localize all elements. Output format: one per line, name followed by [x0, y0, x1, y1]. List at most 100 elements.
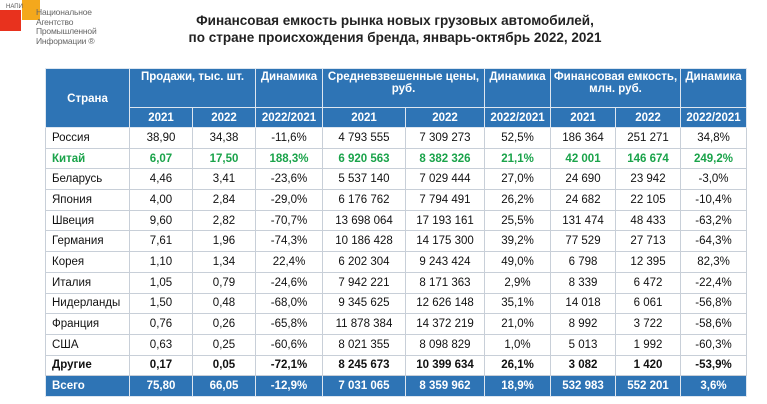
header-ratio: 2022/2021 — [484, 107, 552, 128]
value-cell: 0,25 — [192, 333, 256, 356]
value-cell: 21,1% — [484, 147, 552, 170]
value-cell: 8 382 326 — [404, 147, 486, 170]
value-cell: -23,6% — [255, 168, 323, 191]
value-cell: 24 690 — [550, 168, 617, 191]
title-line-2: по стране происхождения бренда, январь-о… — [188, 30, 602, 45]
value-cell: 6 176 762 — [322, 189, 406, 211]
value-cell: 1,50 — [129, 292, 193, 315]
value-cell: 8 359 962 — [404, 375, 486, 397]
value-cell: 0,48 — [192, 292, 256, 315]
value-cell: 1,96 — [192, 230, 256, 253]
value-cell: 5 537 140 — [322, 168, 406, 191]
header-year: 2021 — [550, 107, 617, 128]
header-year: 2021 — [322, 107, 406, 128]
logo-line: Информации ® — [36, 35, 95, 46]
value-cell: 17 193 161 — [404, 209, 486, 232]
value-cell: 10 399 634 — [404, 354, 486, 377]
value-cell: 14 018 — [550, 292, 617, 315]
header-prices: Средневзвешенные цены, руб. — [321, 68, 486, 108]
value-cell: 38,90 — [129, 127, 193, 149]
value-cell: 251 271 — [615, 127, 682, 149]
total-row: Всего 75,80 66,05 -12,9% 7 031 065 8 359 962 1… — [45, 375, 748, 397]
country-cell: Другие — [45, 354, 130, 377]
value-cell: -24,6% — [255, 271, 323, 294]
value-cell: -64,3% — [680, 230, 748, 253]
table-row: Италия 1,05 0,79 -24,6% 7 942 221 8 171 363 2,… — [45, 271, 748, 294]
value-cell: 6 798 — [550, 251, 617, 273]
logo-line: Промышленной — [36, 26, 97, 36]
value-cell: 6,07 — [129, 147, 193, 170]
value-cell: -60,6% — [255, 333, 323, 356]
value-cell: 4 793 555 — [322, 127, 406, 149]
value-cell: 6 920 563 — [322, 147, 406, 170]
value-cell: 0,79 — [192, 271, 256, 294]
value-cell: 11 878 384 — [322, 313, 406, 335]
logo-red-square — [0, 10, 21, 31]
value-cell: 552 201 — [615, 375, 682, 397]
value-cell: 131 474 — [550, 209, 617, 232]
value-cell: -12,9% — [255, 375, 323, 397]
value-cell: 52,5% — [484, 127, 552, 149]
value-cell: -60,3% — [680, 333, 748, 356]
country-cell: Германия — [45, 230, 130, 253]
table-row: США 0,63 0,25 -60,6% 8 021 355 8 098 829 1,0% 5… — [45, 333, 748, 356]
value-cell: 8 171 363 — [404, 271, 486, 294]
value-cell: 0,17 — [129, 354, 193, 377]
header-ratio: 2022/2021 — [680, 107, 748, 128]
header-sales: Продажи, тыс. шт. — [129, 68, 256, 108]
value-cell: 12 395 — [615, 251, 682, 273]
country-cell: Нидерланды — [45, 292, 130, 315]
value-cell: 8 245 673 — [322, 354, 406, 377]
logo-orange-square — [22, 0, 40, 20]
value-cell: 532 983 — [550, 375, 617, 397]
value-cell: 17,50 — [192, 147, 256, 170]
value-cell: 1,34 — [192, 251, 256, 273]
value-cell: -22,4% — [680, 271, 748, 294]
value-cell: 0,76 — [129, 313, 193, 335]
value-cell: -10,4% — [680, 189, 748, 211]
table-row: Германия 7,61 1,96 -74,3% 10 186 428 14 175 3… — [45, 230, 748, 253]
country-cell: Корея — [45, 251, 130, 273]
value-cell: 35,1% — [484, 292, 552, 315]
value-cell: 48 433 — [615, 209, 682, 232]
header-year: 2021 — [129, 107, 193, 128]
value-cell: 7 794 491 — [404, 189, 486, 211]
value-cell: -58,6% — [680, 313, 748, 335]
value-cell: 7 309 273 — [404, 127, 486, 149]
value-cell: 6 202 304 — [322, 251, 406, 273]
value-cell: 24 682 — [550, 189, 617, 211]
header-country: Страна — [45, 68, 130, 128]
header-dynamics-capacity: Динамика — [680, 68, 748, 108]
value-cell: -29,0% — [255, 189, 323, 211]
value-cell: 1,0% — [484, 333, 552, 356]
table-row: Франция 0,76 0,26 -65,8% 11 878 384 14 372 21… — [45, 313, 748, 335]
value-cell: 7,61 — [129, 230, 193, 253]
value-cell: 49,0% — [484, 251, 552, 273]
value-cell: -65,8% — [255, 313, 323, 335]
value-cell: 1 420 — [615, 354, 682, 377]
header-year: 2022 — [615, 107, 682, 128]
value-cell: 9 345 625 — [322, 292, 406, 315]
table-row: Китай 6,07 17,50 188,3% 6 920 563 8 382 326 21… — [45, 147, 748, 170]
logo-line: Агентство — [36, 16, 74, 27]
value-cell: 82,3% — [680, 251, 748, 273]
value-cell: 3,6% — [680, 375, 748, 397]
table-body: Россия 38,90 34,38 -11,6% 4 793 555 7 309 273… — [45, 127, 748, 397]
value-cell: -72,1% — [255, 354, 323, 377]
value-cell: 8 098 829 — [404, 333, 486, 356]
header-year: 2022 — [404, 107, 486, 128]
value-cell: -74,3% — [255, 230, 323, 253]
table-row: Нидерланды 1,50 0,48 -68,0% 9 345 625 12 626 … — [45, 292, 748, 315]
header-ratio: 2022/2021 — [255, 107, 323, 128]
country-cell: Италия — [45, 271, 130, 294]
country-cell: Франция — [45, 313, 130, 335]
table-row: Россия 38,90 34,38 -11,6% 4 793 555 7 309 273… — [45, 127, 748, 149]
value-cell: 1,05 — [129, 271, 193, 294]
table-row: Япония 4,00 2,84 -29,0% 6 176 762 7 794 491 26… — [45, 189, 748, 211]
table-row: Беларусь 4,46 3,41 -23,6% 5 537 140 7 029 444… — [45, 168, 748, 191]
value-cell: -53,9% — [680, 354, 748, 377]
value-cell: 2,9% — [484, 271, 552, 294]
value-cell: 13 698 064 — [322, 209, 406, 232]
value-cell: 25,5% — [484, 209, 552, 232]
value-cell: 10 186 428 — [322, 230, 406, 253]
